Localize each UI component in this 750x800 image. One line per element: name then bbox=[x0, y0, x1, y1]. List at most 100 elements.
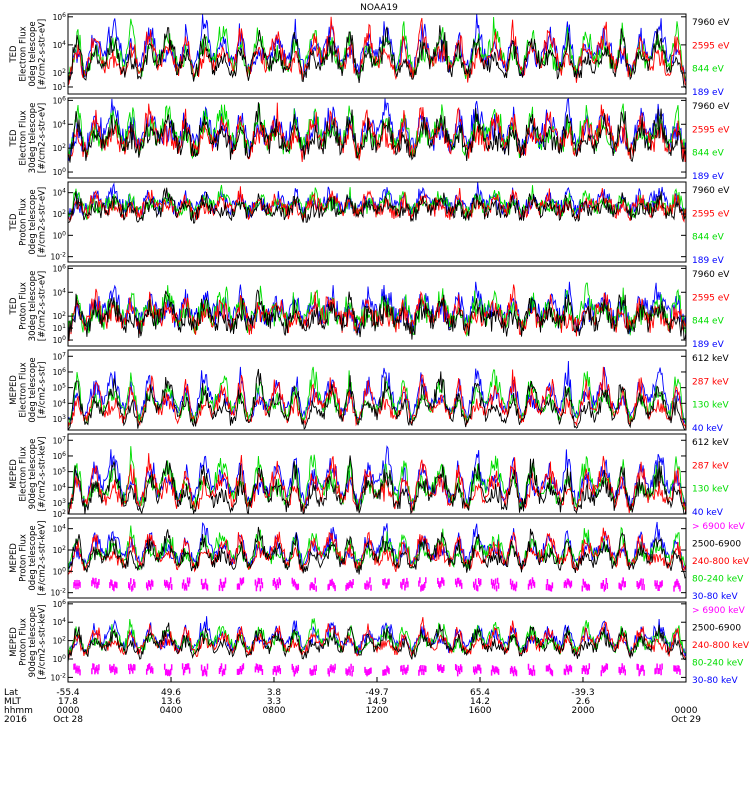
y-tick-label: 10-2 bbox=[50, 252, 66, 262]
series-line bbox=[68, 453, 686, 514]
y-tick-label: 104 bbox=[53, 40, 67, 50]
panel-traces bbox=[68, 182, 686, 224]
x-mlt-label: 3.3 bbox=[267, 697, 281, 707]
series-line bbox=[73, 577, 681, 592]
series-line bbox=[68, 527, 686, 576]
legend-entry: 80-240 keV bbox=[692, 575, 744, 585]
panel-frame bbox=[67, 349, 687, 431]
legend-entry: 189 eV bbox=[692, 88, 725, 98]
y-tick-label: 100 bbox=[53, 167, 67, 177]
legend-entry: 189 eV bbox=[692, 172, 725, 182]
y-tick-label: 10-2 bbox=[50, 672, 66, 682]
y-tick-label: 102 bbox=[53, 143, 67, 153]
y-axis-label: TEDProton Flux0deg telescope[#/cm2-s-str… bbox=[9, 187, 48, 257]
legend-entry: 7960 eV bbox=[692, 270, 730, 280]
y-tick-label: 102 bbox=[53, 311, 67, 321]
legend-entry: 844 eV bbox=[692, 149, 725, 159]
y-tick-label: 107 bbox=[53, 435, 67, 445]
panel-frame bbox=[67, 97, 687, 179]
legend-entry: > 6900 keV bbox=[692, 522, 746, 532]
legend-entry: 2595 eV bbox=[692, 125, 730, 135]
y-tick-label: 103 bbox=[53, 498, 67, 508]
y-tick-label: 100 bbox=[53, 335, 67, 345]
series-line bbox=[73, 663, 681, 677]
x-row-label: Lat bbox=[4, 688, 19, 698]
y-tick-label: 102 bbox=[53, 545, 67, 555]
legend-entry: 7960 eV bbox=[692, 186, 730, 196]
y-tick-label: 104 bbox=[53, 482, 67, 492]
legend-entry: 612 keV bbox=[692, 354, 729, 364]
panel-traces bbox=[68, 281, 686, 342]
series-line bbox=[68, 446, 686, 513]
legend-entry: 40 keV bbox=[692, 424, 724, 434]
y-tick-label: 100 bbox=[53, 566, 67, 576]
panel-traces bbox=[68, 445, 686, 514]
panel-frame bbox=[67, 265, 687, 347]
series-line bbox=[68, 16, 686, 80]
legend-entry: 2500-6900 bbox=[692, 624, 741, 634]
x-mlt-label: 14.9 bbox=[367, 697, 387, 707]
panel-traces bbox=[68, 14, 686, 90]
legend-entry: 30-80 keV bbox=[692, 592, 738, 602]
x-mlt-label: 14.2 bbox=[470, 697, 490, 707]
x-row-label: 2016 bbox=[4, 715, 27, 725]
x-date-label: Oct 28 bbox=[53, 715, 83, 725]
legend-entry: > 6900 keV bbox=[692, 606, 746, 616]
legend-entry: 40 keV bbox=[692, 508, 724, 518]
legend-entry: 7960 eV bbox=[692, 18, 730, 28]
x-mlt-label: 17.8 bbox=[58, 697, 78, 707]
panel-traces bbox=[68, 98, 686, 163]
y-axis-label: MEPEDProton Flux90deg telescope[#/cm2-s-… bbox=[9, 605, 48, 680]
y-tick-label: 104 bbox=[53, 287, 67, 297]
y-tick-label: 103 bbox=[53, 414, 67, 424]
y-tick-label: 102 bbox=[53, 636, 67, 646]
y-tick-label: 102 bbox=[53, 68, 67, 78]
x-hhmm-label: 1600 bbox=[469, 706, 492, 716]
y-tick-label: 106 bbox=[53, 95, 67, 105]
y-axis-label: MEPEDElectron Flux90deg telescope[#/cm2-… bbox=[9, 437, 48, 512]
x-hhmm-label: 0000 bbox=[57, 706, 80, 716]
x-mlt-label: 13.6 bbox=[161, 697, 181, 707]
y-tick-label: 105 bbox=[53, 467, 67, 477]
y-tick-label: 104 bbox=[53, 617, 67, 627]
panel-frame bbox=[67, 13, 687, 95]
series-line bbox=[68, 102, 686, 163]
panel-frame bbox=[67, 433, 687, 515]
series-line bbox=[68, 289, 686, 340]
x-hhmm-label: 0400 bbox=[160, 706, 183, 716]
legend-entry: 287 keV bbox=[692, 377, 729, 387]
series-line bbox=[68, 16, 686, 87]
y-tick-label: 104 bbox=[53, 524, 67, 534]
legend-entry: 130 keV bbox=[692, 401, 729, 411]
y-tick-label: 106 bbox=[53, 12, 67, 22]
legend-entry: 240-800 keV bbox=[692, 641, 750, 651]
x-hhmm-label: 0000 bbox=[675, 706, 698, 716]
y-tick-label: 107 bbox=[53, 351, 67, 361]
x-date-label: Oct 29 bbox=[671, 715, 701, 725]
panel-traces bbox=[68, 616, 686, 677]
x-lat-label: 65.4 bbox=[470, 688, 490, 698]
legend-entry: 844 eV bbox=[692, 65, 725, 75]
chart-title: NOAA19 bbox=[360, 3, 398, 13]
y-tick-label: 104 bbox=[53, 188, 67, 198]
panels-group: 106 104 102 101 TEDElectron Flux0deg telesco… bbox=[9, 12, 750, 686]
y-tick-label: 102 bbox=[53, 509, 67, 519]
y-axis-label: TEDElectron Flux0deg telescope[#/cm2-s-s… bbox=[9, 19, 48, 89]
x-mlt-label: 2.6 bbox=[576, 697, 591, 707]
panel-frame bbox=[67, 181, 687, 263]
y-tick-label: 100 bbox=[53, 654, 67, 664]
y-tick-label: 105 bbox=[53, 383, 67, 393]
legend-entry: 287 keV bbox=[692, 461, 729, 471]
series-line bbox=[68, 102, 686, 163]
y-tick-label: 106 bbox=[53, 599, 67, 609]
x-hhmm-label: 0800 bbox=[263, 706, 286, 716]
x-hhmm-label: 1200 bbox=[366, 706, 389, 716]
y-tick-label: 104 bbox=[53, 119, 67, 129]
panel-5: 107 106 105 104 103 MEPEDElectron Flux0deg te… bbox=[9, 349, 729, 434]
y-tick-label: 101 bbox=[53, 82, 67, 92]
